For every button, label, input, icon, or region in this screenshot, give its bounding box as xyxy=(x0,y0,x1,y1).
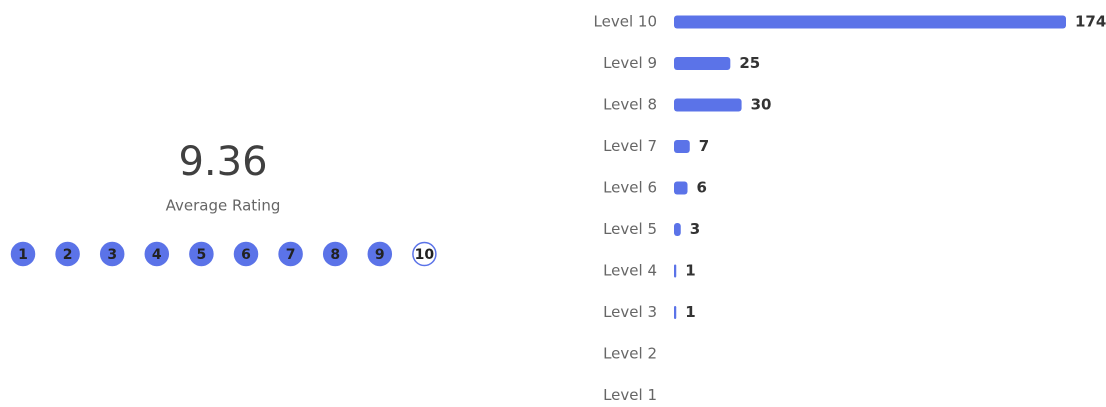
value-label: 25 xyxy=(739,54,760,72)
bar xyxy=(674,15,1066,29)
rating-circle xyxy=(99,241,125,267)
rating-number: 6 xyxy=(241,247,251,263)
rating-number: 4 xyxy=(152,247,162,263)
category-label: Level 3 xyxy=(603,303,657,321)
rating-number: 9 xyxy=(375,247,385,263)
bar xyxy=(674,306,677,319)
average-value: 9.36 xyxy=(178,139,267,185)
category-label: Level 1 xyxy=(603,386,657,403)
rating-circle xyxy=(412,241,437,267)
rating-number: 5 xyxy=(197,247,207,263)
rating-number: 7 xyxy=(286,247,296,263)
category-label: Level 7 xyxy=(603,137,657,155)
rating-circle xyxy=(367,241,393,267)
rating-circle xyxy=(189,241,214,267)
average-label: Average Rating xyxy=(166,197,281,215)
category-label: Level 2 xyxy=(603,345,657,363)
value-label: 3 xyxy=(690,220,700,238)
bar xyxy=(674,264,677,278)
rating-number: 8 xyxy=(330,247,340,263)
value-label: 6 xyxy=(697,179,707,197)
rating-circle xyxy=(233,241,259,267)
rating-number: 3 xyxy=(107,247,117,263)
category-label: Level 10 xyxy=(594,13,657,31)
rating-circle xyxy=(278,241,303,267)
value-label: 7 xyxy=(699,137,709,155)
bar xyxy=(674,181,688,195)
bar xyxy=(674,98,742,112)
category-label: Level 8 xyxy=(603,96,657,114)
bar xyxy=(674,140,690,153)
bar xyxy=(674,223,681,236)
category-label: Level 4 xyxy=(603,262,657,280)
rating-circle xyxy=(10,241,36,267)
category-label: Level 9 xyxy=(603,54,657,72)
bar xyxy=(674,57,731,70)
rating-number: 2 xyxy=(63,247,73,263)
value-label: 174 xyxy=(1075,13,1106,31)
value-label: 1 xyxy=(685,262,695,280)
value-label: 1 xyxy=(685,303,695,321)
value-label: 30 xyxy=(751,96,772,114)
rating-circle xyxy=(55,241,80,267)
rating-number: 10 xyxy=(415,247,435,263)
rating-circle xyxy=(144,241,170,267)
category-label: Level 6 xyxy=(603,179,657,197)
category-label: Level 5 xyxy=(603,220,657,238)
rating-circle xyxy=(322,241,348,267)
rating-number: 1 xyxy=(18,247,28,263)
